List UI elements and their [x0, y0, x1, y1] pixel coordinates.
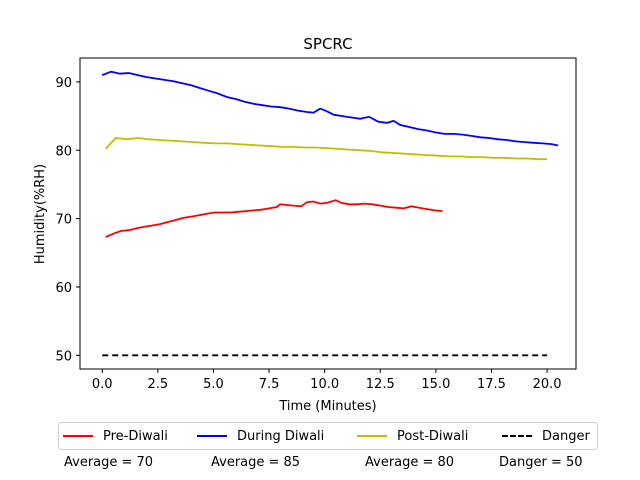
y-tick-label: 80 [55, 144, 72, 159]
average-during-diwali: Average = 85 [211, 455, 301, 470]
legend-swatch-during-diwali [197, 435, 227, 437]
y-axis: 50 60 70 80 90 [55, 76, 80, 364]
legend-swatch-danger [502, 435, 532, 437]
x-axis: 0.0 2.5 5.0 7.5 10.0 12.5 15.0 17.5 20.0 [92, 369, 562, 392]
series-line-post-diwali [104, 137, 548, 161]
series-line-pre-diwali [105, 199, 443, 238]
plot-frame [79, 57, 577, 370]
legend-label-post-diwali: Post-Diwali [397, 428, 469, 444]
y-tick-label: 90 [55, 76, 72, 91]
x-tick-label: 15.0 [421, 377, 450, 392]
x-tick-label: 0.0 [92, 377, 113, 392]
x-tick-label: 2.5 [148, 377, 169, 392]
legend-item-post-diwali: Post-Diwali [357, 423, 468, 449]
danger-threshold: Danger = 50 [499, 455, 583, 470]
x-axis-label: Time (Minutes) [278, 399, 376, 414]
legend: Pre-Diwali During Diwali Post-Diwali Dan… [58, 422, 598, 450]
plot-area [101, 70, 559, 357]
y-axis-label: Humidity(%RH) [33, 164, 48, 264]
x-tick-label: 7.5 [259, 377, 280, 392]
average-pre-diwali: Average = 70 [64, 455, 154, 470]
chart-title: SPCRC [303, 35, 352, 53]
legend-label-danger: Danger [542, 428, 590, 444]
x-tick-label: 20.0 [533, 377, 562, 392]
y-tick-label: 60 [55, 281, 72, 296]
legend-swatch-post-diwali [357, 435, 387, 437]
averages-row: Average = 70 Average = 85 Average = 80 D… [0, 455, 640, 475]
x-tick-label: 12.5 [366, 377, 395, 392]
x-tick-label: 10.0 [310, 377, 339, 392]
x-tick-label: 5.0 [203, 377, 224, 392]
legend-item-pre-diwali: Pre-Diwali [63, 423, 168, 449]
average-post-diwali: Average = 80 [365, 455, 455, 470]
x-tick-label: 17.5 [477, 377, 506, 392]
legend-swatch-pre-diwali [63, 435, 93, 437]
legend-label-pre-diwali: Pre-Diwali [103, 428, 168, 444]
y-tick-label: 50 [55, 349, 72, 364]
series-line-during-diwali [101, 70, 559, 147]
legend-item-during-diwali: During Diwali [197, 423, 324, 449]
legend-label-during-diwali: During Diwali [237, 428, 325, 444]
y-tick-label: 70 [55, 213, 72, 228]
legend-item-danger: Danger [502, 423, 590, 449]
